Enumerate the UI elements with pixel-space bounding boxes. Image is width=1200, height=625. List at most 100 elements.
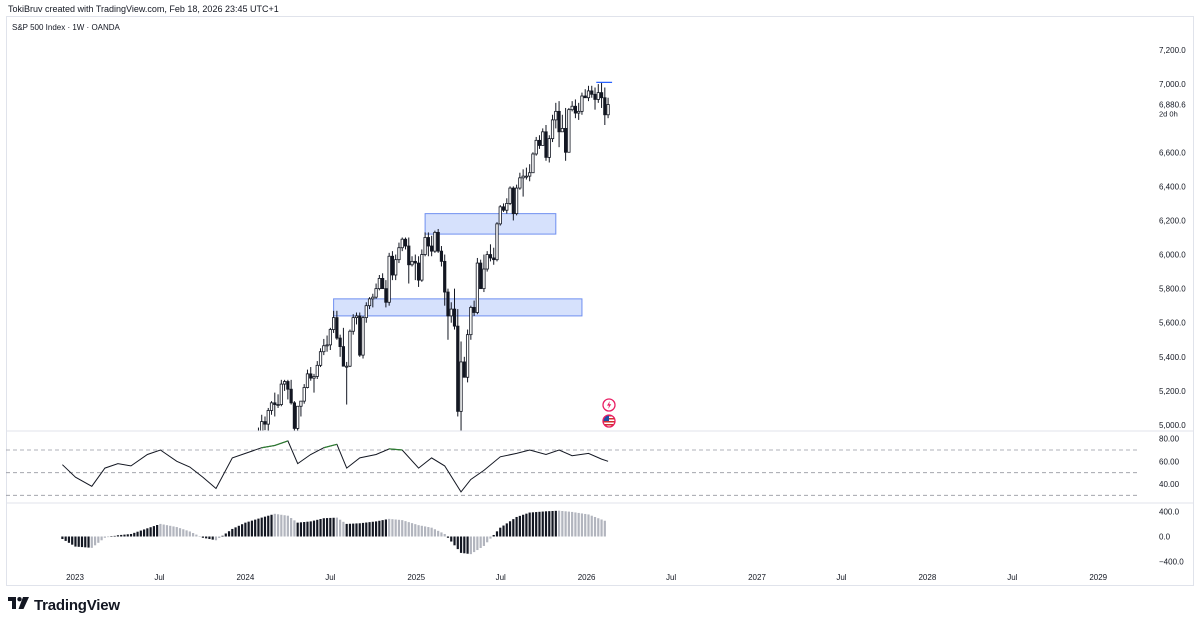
candle-body <box>289 388 293 404</box>
candle-body <box>371 296 375 300</box>
candle-body <box>266 410 270 425</box>
candle-body <box>465 334 470 378</box>
histogram-bar <box>361 522 365 537</box>
histogram-bar <box>162 524 165 537</box>
histogram-bar <box>459 536 463 553</box>
histogram-bar <box>260 517 263 537</box>
rsi-axis-label: 40.00 <box>1159 480 1180 489</box>
histogram-bar <box>182 529 185 537</box>
histogram-bar <box>77 536 80 547</box>
histogram-bar <box>339 519 342 537</box>
chart-frame[interactable] <box>6 16 1194 586</box>
histogram-bar <box>126 534 129 537</box>
histogram-bar <box>61 536 64 540</box>
candle-body <box>348 330 352 367</box>
candle-body <box>446 291 450 317</box>
histogram-bar <box>188 531 191 537</box>
histogram-bar <box>479 536 482 548</box>
histogram-axis-label: −400.0 <box>1159 558 1184 567</box>
time-axis-label: 2025 <box>407 573 425 582</box>
candle-body <box>537 139 542 146</box>
histogram-bar <box>505 523 508 537</box>
price-axis-label: 5,800.0 <box>1159 285 1186 294</box>
candle-body <box>332 317 336 330</box>
candle-body <box>596 92 600 100</box>
histogram-bar <box>172 526 175 537</box>
candle-body <box>443 260 447 293</box>
candle-body <box>573 105 578 114</box>
price-axis-label: 6,200.0 <box>1159 216 1186 225</box>
time-axis-label: Jul <box>154 573 164 582</box>
us-flag-icon[interactable] <box>602 414 616 433</box>
rsi-overbought-segment <box>323 443 338 449</box>
price-pane <box>254 81 613 453</box>
histogram-bar <box>290 518 293 537</box>
histogram-bar <box>293 520 296 537</box>
candle-body <box>305 373 310 388</box>
histogram-bar <box>584 513 587 537</box>
histogram-bar <box>299 522 303 537</box>
histogram-bar <box>329 517 332 537</box>
histogram-bar <box>97 536 100 543</box>
candle-body <box>583 95 587 99</box>
histogram-bar <box>201 536 205 538</box>
histogram-bar <box>388 518 391 537</box>
lightning-alert-icon[interactable] <box>602 398 616 417</box>
candle-body <box>299 400 303 407</box>
histogram-bar <box>564 511 567 537</box>
candle-body <box>436 231 440 252</box>
time-axis-label: 2026 <box>578 573 596 582</box>
candle-body <box>263 421 267 425</box>
histogram-bar <box>489 536 492 539</box>
histogram-bar <box>227 531 231 537</box>
histogram-bar <box>120 534 123 537</box>
histogram-bar <box>185 530 188 537</box>
candle-body <box>338 337 342 347</box>
histogram-bar <box>600 519 603 537</box>
candle-body <box>403 238 408 247</box>
histogram-bar <box>237 525 240 537</box>
candle-body <box>433 231 437 252</box>
time-axis-label: 2029 <box>1089 573 1107 582</box>
histogram-bar <box>332 517 335 537</box>
candle-body <box>554 110 558 121</box>
price-axis-label: 7,200.0 <box>1159 46 1186 55</box>
histogram-bar <box>541 511 544 537</box>
histogram-bar <box>234 527 237 537</box>
symbol-title[interactable]: S&P 500 Index · 1W · OANDA <box>12 23 120 32</box>
histogram-bar <box>103 536 106 538</box>
histogram-bar <box>342 521 345 537</box>
candle-body <box>257 432 259 444</box>
histogram-bar <box>312 520 316 537</box>
histogram-bar <box>218 536 221 539</box>
histogram-bar <box>74 536 77 547</box>
histogram-bar <box>476 536 479 551</box>
author-line: TokiBruv created with TradingView.com, F… <box>8 4 279 14</box>
tradingview-brand[interactable]: TradingView <box>8 596 120 615</box>
histogram-bar <box>175 527 178 537</box>
candle-body <box>367 298 372 307</box>
candle-body <box>309 373 313 379</box>
candle-body <box>254 444 256 453</box>
histogram-bar <box>512 519 515 537</box>
histogram-bar <box>165 525 169 537</box>
last-price-label: 6,880.6 <box>1159 100 1186 109</box>
candle-body <box>495 223 499 261</box>
candle-body <box>534 139 538 155</box>
time-axis-label: 2027 <box>748 573 766 582</box>
histogram-bar <box>84 536 87 548</box>
price-axis-label: 6,000.0 <box>1159 251 1186 260</box>
time-axis-label: Jul <box>1007 573 1017 582</box>
candle-body <box>397 247 401 261</box>
candle-body <box>394 259 398 276</box>
histogram-bar <box>515 516 518 537</box>
rsi-axis-label: 80.00 <box>1159 435 1180 444</box>
histogram-bar <box>214 536 218 541</box>
candle-body <box>345 365 349 368</box>
histogram-bar <box>580 513 584 537</box>
histogram-bar <box>283 515 286 537</box>
candle-body <box>488 254 493 259</box>
candle-body <box>377 278 381 290</box>
histogram-bar <box>352 523 355 537</box>
